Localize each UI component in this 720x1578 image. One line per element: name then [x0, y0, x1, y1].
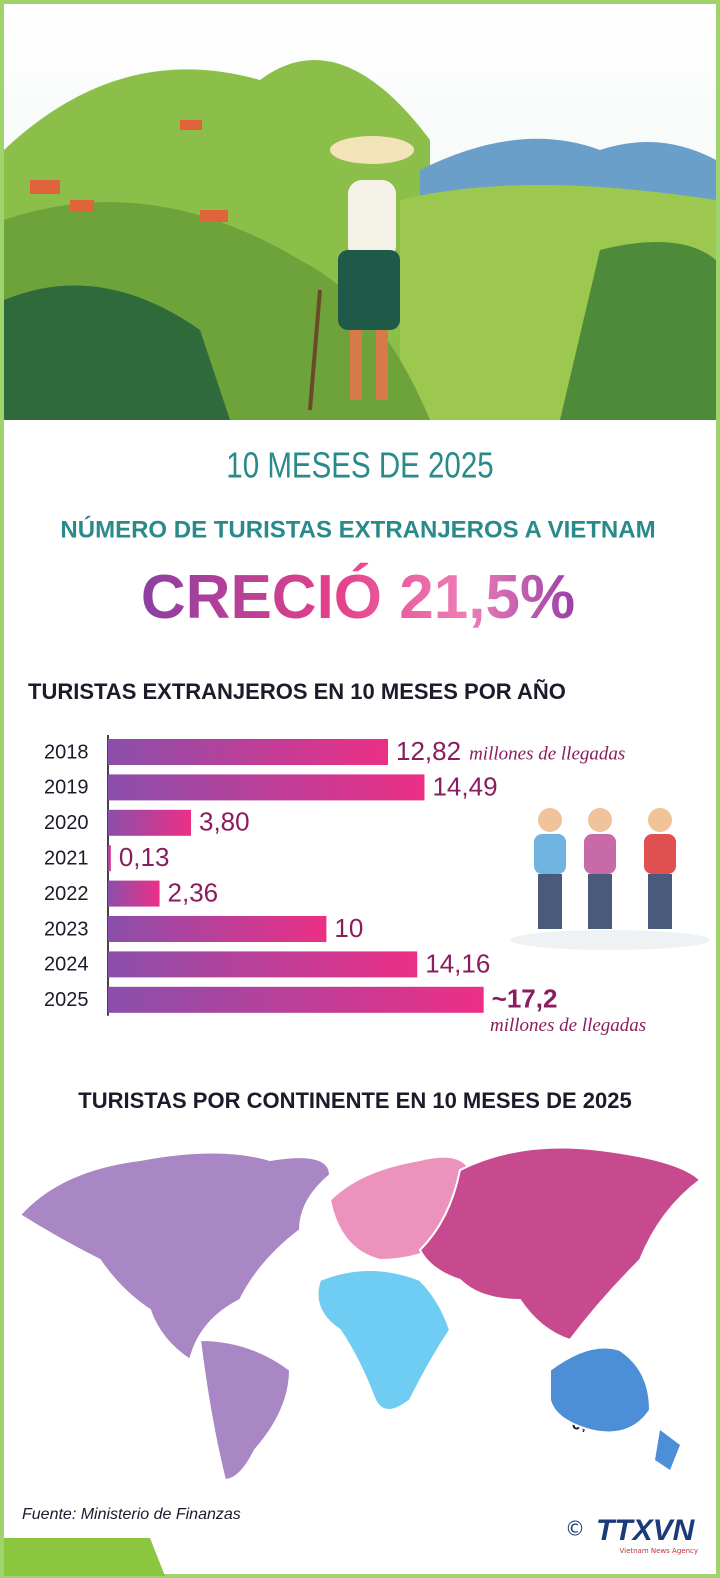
person-head — [648, 808, 672, 832]
person-body — [534, 834, 566, 874]
subtitle: NÚMERO DE TURISTAS EXTRANJEROS A VIETNAM — [60, 515, 655, 543]
person-legs — [588, 874, 612, 929]
value-label: 10 — [334, 913, 363, 943]
world-map — [18, 1146, 702, 1482]
copyright: © — [565, 1517, 585, 1541]
bar — [108, 845, 111, 872]
year-label: 2021 — [44, 847, 89, 869]
headline-space — [382, 563, 399, 632]
shadow — [510, 930, 710, 950]
headline: CRECIÓ 21,5% — [141, 563, 575, 632]
chart-title: TURISTAS EXTRANJEROS EN 10 MESES POR AÑO — [28, 679, 566, 704]
map-title: TURISTAS POR CONTINENTE EN 10 MESES DE 2… — [78, 1088, 631, 1113]
person-head — [538, 808, 562, 832]
bar — [108, 880, 160, 907]
person-legs — [538, 874, 562, 929]
unit-label: millones de llegadas — [469, 743, 625, 764]
year-label: 2020 — [44, 812, 89, 834]
bar — [108, 986, 484, 1013]
year-label: 2024 — [44, 954, 89, 976]
landscape-illustration — [4, 4, 716, 420]
headline-value: 21,5% — [399, 563, 575, 632]
value-label: ~17,2 — [492, 984, 558, 1014]
person-legs — [648, 874, 672, 929]
value-label: 2,36 — [168, 877, 219, 907]
unit-label: millones de llegadas — [490, 1015, 646, 1036]
agency: Vietnam News Agency — [619, 1547, 698, 1555]
person-body — [644, 834, 676, 874]
person-body — [584, 834, 616, 874]
year-label: 2022 — [44, 883, 89, 905]
value-label: 0,13 — [119, 842, 170, 872]
year-label: 2019 — [44, 777, 89, 799]
person-head — [588, 808, 612, 832]
year-label: 2023 — [44, 918, 89, 940]
value-label: 12,82 — [396, 736, 461, 766]
value-label: 14,16 — [425, 948, 490, 978]
bar — [108, 951, 418, 978]
year-label: 2018 — [44, 741, 89, 763]
bar — [108, 809, 191, 836]
period-title: 10 MESES DE 2025 — [226, 445, 493, 485]
logo: TTXVN — [596, 1514, 696, 1547]
source: Fuente: Ministerio de Finanzas — [22, 1506, 241, 1523]
value-label: 14,49 — [432, 771, 497, 801]
value-label: 3,80 — [199, 807, 250, 837]
bar — [108, 916, 327, 942]
year-label: 2025 — [44, 989, 89, 1011]
headline-word: CRECIÓ — [141, 563, 382, 632]
footer-strip — [4, 1538, 165, 1576]
travellers-illustration — [510, 808, 710, 950]
bar — [108, 739, 388, 765]
bar — [108, 774, 425, 801]
